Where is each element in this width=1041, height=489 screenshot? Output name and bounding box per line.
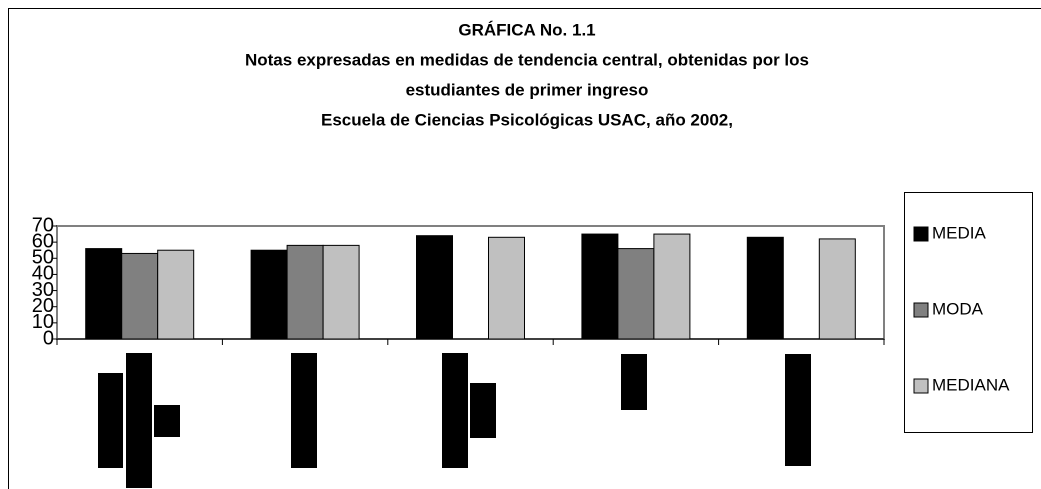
y-tick-label: 70: [32, 214, 54, 236]
bar: [818, 238, 856, 340]
bar: [157, 249, 195, 340]
bar: [286, 244, 324, 340]
bar: [121, 252, 159, 340]
legend-label: MEDIANA: [932, 375, 1010, 394]
bar: [617, 248, 655, 340]
y-tick-label: 0: [43, 327, 54, 349]
bar: [322, 244, 360, 340]
bar: [653, 233, 691, 340]
bar: [746, 236, 784, 340]
y-tick-label: 30: [32, 279, 54, 301]
legend-swatch: [913, 378, 929, 394]
bar: [488, 236, 525, 340]
bar: [85, 248, 123, 340]
legend-label: MODA: [932, 299, 984, 318]
y-tick-label: 10: [32, 311, 54, 333]
y-tick-label: 50: [32, 247, 54, 269]
chart-title: Escuela de Ciencias Psicológicas USAC, a…: [321, 110, 733, 129]
y-tick-label: 60: [32, 230, 54, 252]
bar: [416, 235, 453, 340]
legend-swatch: [913, 226, 929, 242]
legend-label: MEDIA: [932, 223, 987, 242]
chart-title: Notas expresadas en medidas de tendencia…: [245, 50, 809, 69]
y-tick-label: 40: [32, 263, 54, 285]
legend-swatch: [913, 302, 929, 318]
y-tick-label: 20: [32, 295, 54, 317]
artifacts: [98, 353, 811, 488]
bar: [250, 249, 288, 340]
chart-title: estudiantes de primer ingreso: [406, 80, 649, 99]
bar: [581, 233, 619, 340]
chart-title: GRÁFICA No. 1.1: [458, 20, 595, 39]
